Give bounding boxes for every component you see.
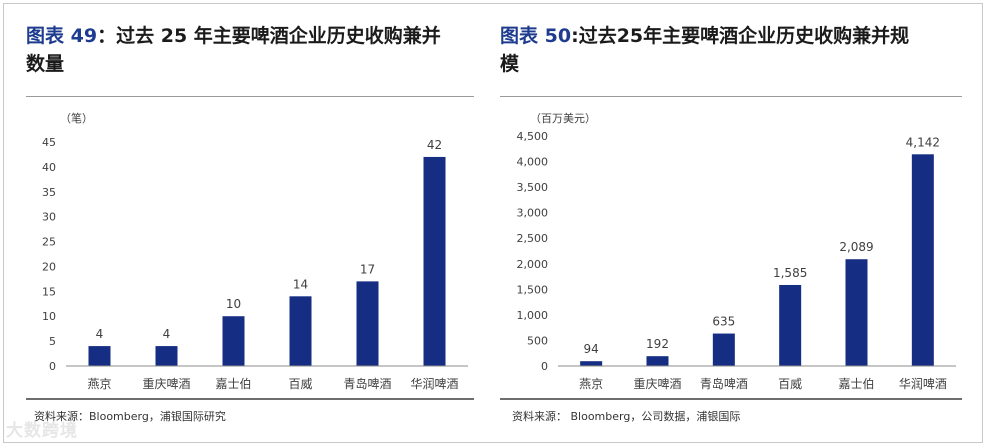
bar-value-label: 94 bbox=[584, 342, 599, 356]
bar-value-label: 635 bbox=[712, 315, 735, 329]
x-category-label: 燕京 bbox=[579, 377, 603, 391]
x-category-label: 青岛啤酒 bbox=[700, 376, 748, 391]
bar-value-label: 14 bbox=[293, 277, 308, 291]
y-tick-label: 500 bbox=[527, 334, 548, 347]
bar bbox=[356, 281, 379, 366]
bar-value-label: 4,142 bbox=[906, 135, 940, 149]
y-tick-label: 2,500 bbox=[517, 232, 549, 245]
left-source-divider bbox=[26, 398, 474, 400]
bar bbox=[911, 154, 934, 366]
y-tick-label: 1,500 bbox=[517, 283, 549, 296]
bar bbox=[712, 333, 735, 366]
y-tick-label: 25 bbox=[42, 236, 56, 249]
left-figure-title: 图表 49：过去 25 年主要啤酒企业历史收购兼并 数量 bbox=[26, 22, 441, 78]
left-title-number: 49 bbox=[70, 25, 98, 47]
right-figure-title: 图表 50:过去25年主要啤酒企业历史收购兼并规 模 bbox=[500, 22, 909, 78]
y-tick-label: 40 bbox=[42, 161, 56, 174]
y-tick-label: 4,000 bbox=[517, 156, 549, 169]
y-tick-label: 3,500 bbox=[517, 181, 549, 194]
bar bbox=[222, 316, 245, 366]
bar bbox=[423, 156, 446, 366]
left-title-line1: 过去 25 年主要啤酒企业历史收购兼并 bbox=[116, 25, 441, 47]
bar bbox=[646, 356, 669, 366]
y-tick-label: 15 bbox=[42, 285, 56, 298]
y-tick-label: 35 bbox=[42, 186, 56, 199]
x-category-label: 华润啤酒 bbox=[899, 376, 947, 391]
left-title-separator: ： bbox=[97, 25, 117, 47]
y-tick-label: 2,000 bbox=[517, 258, 549, 271]
bar bbox=[88, 346, 111, 366]
left-source-note: 资料来源：Bloomberg，浦银国际研究 bbox=[34, 410, 226, 423]
x-category-label: 百威 bbox=[778, 377, 802, 391]
y-tick-label: 3,000 bbox=[517, 207, 549, 220]
bar-value-label: 4 bbox=[163, 327, 171, 341]
y-tick-label: 10 bbox=[42, 310, 56, 323]
left-title-prefix: 图表 bbox=[26, 25, 65, 47]
right-title-prefix: 图表 bbox=[500, 25, 539, 47]
bar-value-label: 17 bbox=[360, 262, 375, 276]
y-tick-label: 45 bbox=[42, 136, 56, 149]
y-tick-label: 0 bbox=[49, 360, 56, 373]
x-category-label: 华润啤酒 bbox=[410, 376, 458, 391]
bar-value-label: 192 bbox=[646, 337, 669, 351]
y-axis-unit-label: （笔） bbox=[60, 111, 93, 125]
y-tick-label: 1,000 bbox=[517, 309, 549, 322]
right-title-line1: 过去25年主要啤酒企业历史收购兼并规 bbox=[578, 25, 910, 47]
left-title-line2: 数量 bbox=[26, 53, 65, 75]
y-tick-label: 0 bbox=[541, 360, 548, 373]
left-title-divider bbox=[26, 96, 474, 97]
watermark-logo: 大数跨境 bbox=[6, 421, 78, 441]
bar-value-label: 4 bbox=[96, 327, 104, 341]
right-source-divider bbox=[500, 398, 962, 400]
bar bbox=[289, 296, 312, 366]
bar-value-label: 42 bbox=[427, 138, 442, 152]
left-bar-chart: （笔） 0 5 10 15 20 25 30 35 40 45 4 燕京 4 重庆啤酒 10 嘉士伯 14 百威 17… bbox=[42, 111, 468, 391]
bar-value-label: 1,585 bbox=[773, 266, 807, 280]
x-category-label: 青岛啤酒 bbox=[343, 376, 391, 391]
y-tick-label: 5 bbox=[49, 335, 56, 348]
x-category-label: 百威 bbox=[288, 377, 312, 391]
right-title-line2: 模 bbox=[500, 53, 520, 75]
y-tick-label: 20 bbox=[42, 260, 56, 273]
x-category-label: 嘉士伯 bbox=[838, 376, 874, 391]
right-title-number: 50 bbox=[544, 25, 572, 47]
figure-frame bbox=[3, 3, 983, 443]
bar bbox=[845, 259, 868, 366]
y-tick-label: 30 bbox=[42, 211, 56, 224]
right-bar-chart: （百万美元） 0 500 1,000 1,500 2,000 2,500 3,000 3,500… bbox=[517, 112, 956, 391]
bar-value-label: 2,089 bbox=[839, 240, 873, 254]
y-tick-label: 4,500 bbox=[517, 130, 549, 143]
right-title-divider bbox=[500, 96, 962, 97]
bar-value-label: 10 bbox=[226, 297, 241, 311]
bar bbox=[779, 284, 802, 366]
y-axis-unit-label: （百万美元） bbox=[530, 112, 596, 125]
right-title-separator: : bbox=[571, 25, 579, 47]
x-category-label: 重庆啤酒 bbox=[633, 376, 681, 391]
bar bbox=[580, 361, 603, 366]
x-category-label: 嘉士伯 bbox=[215, 376, 251, 391]
right-source-note: 资料来源： Bloomberg，公司数据，浦银国际 bbox=[512, 410, 741, 423]
x-category-label: 重庆啤酒 bbox=[142, 376, 190, 391]
bar bbox=[155, 346, 178, 366]
x-category-label: 燕京 bbox=[87, 377, 111, 391]
